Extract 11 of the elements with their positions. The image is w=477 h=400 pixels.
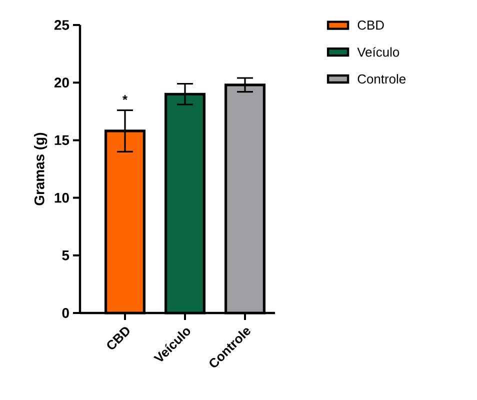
y-tick-label: 0 [62, 308, 69, 318]
y-axis-title: Gramas (g) [34, 132, 48, 206]
annotation: * [122, 95, 128, 100]
y-tick-label: 5 [62, 250, 70, 260]
y-tick-label: 20 [54, 78, 69, 88]
legend-label: Veículo [357, 47, 400, 57]
legend-label: Controle [358, 74, 406, 84]
y-tick-label: 25 [54, 20, 70, 30]
y-tick-label: 10 [54, 192, 69, 203]
y-tick-label: 15 [54, 135, 70, 146]
legend-label: CBD [358, 20, 384, 30]
